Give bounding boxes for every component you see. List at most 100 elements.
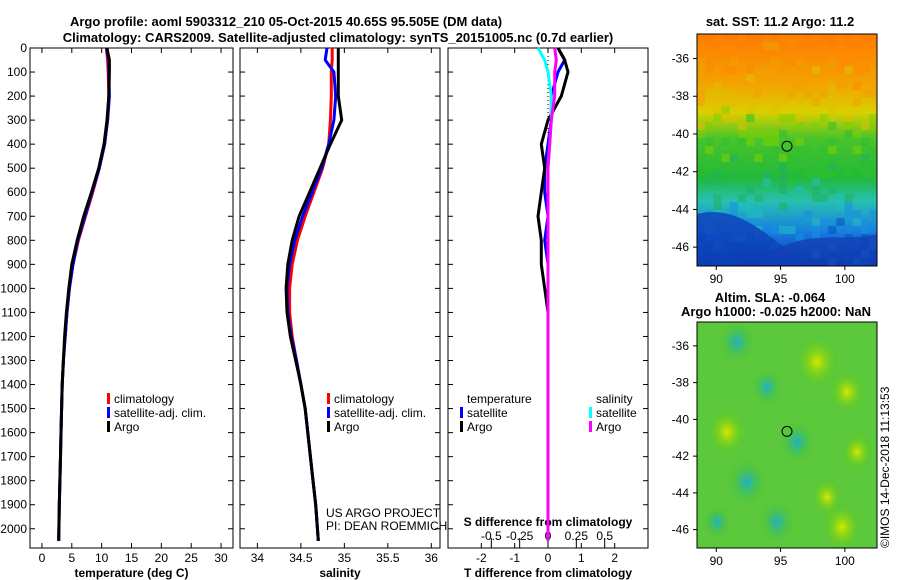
- sst-pixel: [861, 218, 870, 226]
- x-tick-label: -2: [476, 551, 487, 565]
- sst-pixel: [852, 66, 861, 74]
- sst-pixel: [828, 154, 837, 162]
- sst-pixel: [811, 218, 820, 226]
- sst-pixel: [738, 34, 747, 42]
- plot-frame: [29, 47, 234, 549]
- sst-pixel: [795, 58, 804, 66]
- sst-pixel: [697, 50, 706, 58]
- sst-pixel: [820, 170, 829, 178]
- sst-pixel: [852, 82, 861, 90]
- sst-pixel: [844, 122, 853, 130]
- sst-pixel: [713, 162, 722, 170]
- x-tick-label: 0: [545, 551, 552, 565]
- x-axis-label: salinity: [319, 566, 361, 580]
- sst-pixel: [787, 178, 796, 186]
- sst-pixel: [729, 202, 738, 210]
- sst-pixel: [836, 58, 845, 66]
- sst-pixel: [770, 226, 779, 234]
- sst-pixel: [729, 42, 738, 50]
- x-axis-label: temperature (deg C): [74, 566, 188, 580]
- sst-pixel: [836, 218, 845, 226]
- map-x-tick-label: 100: [835, 272, 855, 286]
- sst-pixel: [828, 146, 837, 154]
- sst-pixel: [770, 130, 779, 138]
- map-x-tick-label: 90: [710, 272, 724, 286]
- sst-pixel: [795, 82, 804, 90]
- legend-satellite-label: satellite-adj. clim.: [114, 406, 206, 420]
- sst-pixel: [746, 210, 755, 218]
- sst-pixel: [787, 34, 796, 42]
- depth-tick-label: 1400: [0, 378, 27, 392]
- depth-tick-label: 900: [7, 257, 27, 271]
- x-tick-label: 34.5: [289, 551, 313, 565]
- sst-pixel: [844, 202, 853, 210]
- series-line-salinity-argo: [546, 47, 558, 541]
- sst-pixel: [746, 50, 755, 58]
- sst-pixel: [820, 146, 829, 154]
- sst-pixel: [721, 66, 730, 74]
- sst-pixel: [836, 42, 845, 50]
- sst-pixel: [697, 90, 706, 98]
- x-tick-label: -1: [509, 551, 520, 565]
- sst-pixel: [746, 218, 755, 226]
- sst-pixel: [746, 202, 755, 210]
- sla-anomaly: [719, 320, 755, 364]
- sst-pixel: [713, 90, 722, 98]
- sst-pixel: [844, 98, 853, 106]
- sst-pixel: [795, 234, 804, 242]
- sst-pixel: [820, 98, 829, 106]
- diff-legend-temperature: temperature: [467, 392, 532, 406]
- sst-pixel: [787, 226, 796, 234]
- sst-pixel: [795, 162, 804, 170]
- depth-tick-label: 1000: [0, 281, 27, 295]
- sst-pixel: [787, 58, 796, 66]
- legend-climatology-swatch: [107, 393, 110, 404]
- sst-pixel: [770, 146, 779, 154]
- sst-pixel: [705, 194, 714, 202]
- top-x-tick-label: -0.25: [506, 529, 534, 543]
- sst-pixel: [803, 154, 812, 162]
- sst-pixel: [869, 122, 878, 130]
- sst-pixel: [811, 66, 820, 74]
- x-tick-label: 0: [39, 551, 46, 565]
- sst-pixel: [811, 194, 820, 202]
- sst-pixel: [836, 82, 845, 90]
- sst-pixel: [746, 186, 755, 194]
- sla-anomaly: [759, 500, 795, 544]
- diff-legend-sal-argo-swatch: [589, 421, 592, 432]
- sst-pixel: [861, 226, 870, 234]
- sst-pixel: [795, 122, 804, 130]
- sst-pixel: [852, 130, 861, 138]
- sst-pixel: [844, 114, 853, 122]
- x-tick-label: 15: [125, 551, 139, 565]
- sst-pixel: [762, 66, 771, 74]
- depth-tick-label: 200: [7, 89, 27, 103]
- map-x-tick-label: 95: [774, 272, 788, 286]
- map-y-tick-label: -36: [672, 339, 690, 353]
- sst-pixel: [762, 130, 771, 138]
- sst-pixel: [729, 114, 738, 122]
- sst-pixel: [770, 138, 779, 146]
- sst-pixel: [844, 130, 853, 138]
- legend-satellite-swatch: [107, 407, 110, 418]
- sst-pixel: [820, 90, 829, 98]
- sst-map-title: sat. SST: 11.2 Argo: 11.2: [706, 14, 854, 29]
- sst-pixel: [820, 42, 829, 50]
- sst-pixel: [754, 154, 763, 162]
- map-y-tick-label: -36: [672, 52, 690, 66]
- sst-pixel: [738, 98, 747, 106]
- x-tick-label: 34: [251, 551, 265, 565]
- depth-tick-label: 800: [7, 233, 27, 247]
- depth-tick-label: 400: [7, 137, 27, 151]
- x-tick-label: 25: [185, 551, 199, 565]
- sst-pixel: [729, 58, 738, 66]
- argo-location-marker: [781, 425, 793, 437]
- salinity-legend: climatology satellite-adj. clim. Argo: [327, 392, 426, 434]
- sst-pixel: [746, 66, 755, 74]
- sst-pixel: [779, 202, 788, 210]
- sst-pixel: [705, 146, 714, 154]
- sst-pixel: [721, 90, 730, 98]
- map-y-tick-label: -44: [672, 202, 690, 216]
- sst-pixel: [762, 138, 771, 146]
- diff-legend-temp-satellite-swatch: [460, 407, 463, 418]
